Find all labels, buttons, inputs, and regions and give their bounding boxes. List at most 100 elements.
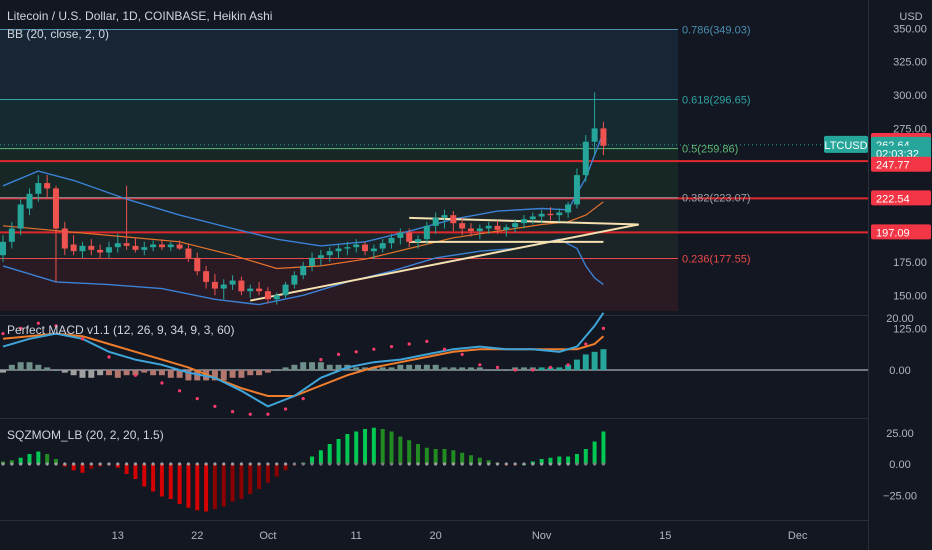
sqz-dot-68 bbox=[601, 462, 606, 466]
time-tick-2: Oct bbox=[259, 530, 276, 542]
candle-body-64 bbox=[565, 204, 572, 213]
candle-body-63 bbox=[556, 212, 563, 216]
candle-body-17 bbox=[150, 244, 157, 248]
macd-bar-61 bbox=[538, 367, 545, 370]
sqz-dot-15 bbox=[133, 462, 138, 466]
macd-bar-3 bbox=[26, 362, 33, 370]
macd-legend[interactable]: Perfect MACD v1.1 (12, 26, 9, 34, 9, 3, … bbox=[7, 323, 234, 337]
macd-bar-64 bbox=[565, 364, 572, 370]
candle-body-50 bbox=[441, 215, 448, 218]
fib-levels[interactable]: 0.786(349.03) 0.618(296.65) 0.5(259.86) 0.3… bbox=[0, 25, 751, 266]
macd-bar-11 bbox=[97, 370, 104, 376]
macd-dot-23 bbox=[442, 347, 447, 351]
macd-dot-2 bbox=[36, 321, 40, 325]
sqz-bar-42 bbox=[371, 427, 376, 464]
macd-dot-26 bbox=[495, 365, 500, 369]
sqz-bar-66 bbox=[583, 449, 588, 464]
sqz-bar-37 bbox=[327, 444, 332, 464]
macd-dot-21 bbox=[407, 342, 411, 346]
macd-bar-47 bbox=[415, 364, 422, 370]
candle-body-21 bbox=[185, 248, 192, 258]
macd-bar-7 bbox=[61, 370, 68, 373]
candle-body-13 bbox=[114, 243, 121, 248]
price-axis[interactable]: 375.00 350.00 325.00 300.00 275.00 175.00 150.… bbox=[883, 0, 927, 502]
time-tick-3: 11 bbox=[350, 530, 361, 542]
main-legend[interactable]: Litecoin / U.S. Dollar, 1D, COINBASE, He… bbox=[7, 9, 272, 23]
sqz-bar-54 bbox=[477, 457, 482, 464]
sqzmom-legend[interactable]: SQZMOM_LB (20, 2, 20, 1.5) bbox=[7, 428, 164, 442]
macd-bar-55 bbox=[485, 370, 492, 371]
currency-label[interactable]: USD bbox=[899, 11, 922, 23]
candle-body-29 bbox=[256, 288, 263, 292]
macd-bar-0 bbox=[0, 370, 6, 373]
candle-body-11 bbox=[97, 249, 104, 253]
horizontal-lines[interactable] bbox=[0, 144, 868, 234]
sqz-bar-41 bbox=[363, 429, 368, 464]
sqz-bar-32 bbox=[283, 464, 288, 471]
sqz-bar-49 bbox=[433, 449, 438, 464]
sqz-dot-0 bbox=[1, 462, 5, 466]
macd-bar-5 bbox=[44, 367, 51, 370]
sqz-bar-44 bbox=[389, 431, 394, 464]
price-tick-2: 325.00 bbox=[893, 57, 927, 69]
candle-body-30 bbox=[264, 291, 271, 300]
macd-bar-44 bbox=[388, 367, 395, 370]
candle-body-0 bbox=[0, 241, 6, 256]
sqz-dot-65 bbox=[575, 462, 579, 466]
candle-body-18 bbox=[158, 244, 165, 248]
fib-label-3: 0.382(223.07) bbox=[682, 193, 751, 205]
candle-body-3 bbox=[26, 193, 33, 209]
bb-upper bbox=[2, 132, 605, 247]
candle-body-32 bbox=[282, 284, 289, 296]
price-tick-7: 125.00 bbox=[893, 324, 927, 336]
candles bbox=[0, 92, 607, 305]
sqz-dot-39 bbox=[345, 462, 349, 466]
sqz-dot-20 bbox=[178, 462, 182, 466]
macd-dot-19 bbox=[372, 347, 376, 351]
sqz-dot-27 bbox=[239, 462, 244, 466]
macd-dot-30 bbox=[566, 363, 570, 367]
sqz-bar-38 bbox=[336, 439, 341, 464]
time-axis[interactable]: 13 22 Oct 11 20 Nov 15 Dec bbox=[112, 530, 808, 542]
macd-bar-59 bbox=[520, 367, 527, 370]
triangle-lower-trendline[interactable] bbox=[250, 223, 639, 302]
sqz-dot-30 bbox=[266, 462, 270, 466]
candle-body-14 bbox=[123, 243, 130, 246]
sqz-dot-26 bbox=[230, 462, 235, 466]
macd-bar-18 bbox=[158, 370, 165, 376]
sqz-bar-3 bbox=[27, 454, 32, 464]
macd-dot-0 bbox=[1, 332, 5, 336]
macd-bar-31 bbox=[273, 370, 280, 371]
macd-dot-31 bbox=[584, 342, 588, 346]
macd-bar-2 bbox=[17, 362, 24, 370]
sqz-dot-58 bbox=[513, 462, 517, 466]
macd-bar-9 bbox=[79, 370, 86, 378]
candle-body-66 bbox=[582, 141, 589, 176]
sqz-bar-29 bbox=[257, 464, 262, 489]
sqz-dot-52 bbox=[460, 462, 464, 466]
sqz-bar-40 bbox=[354, 431, 359, 464]
price-tag-5 bbox=[871, 224, 931, 240]
sqz-dot-7 bbox=[63, 462, 67, 466]
sqz-bar-17 bbox=[151, 464, 156, 492]
sqz-bar-2 bbox=[18, 457, 23, 464]
price-tag-label-3: 247.77 bbox=[876, 160, 910, 172]
sqz-bar-47 bbox=[416, 444, 421, 464]
sqz-dot-28 bbox=[248, 462, 252, 466]
candle-body-60 bbox=[529, 216, 536, 220]
time-tick-5: Nov bbox=[532, 530, 552, 542]
sqz-bar-22 bbox=[195, 464, 200, 511]
sqz-dot-43 bbox=[381, 462, 385, 466]
price-tick-4: 275.00 bbox=[893, 123, 927, 135]
candle-body-10 bbox=[88, 245, 95, 250]
bb-legend[interactable]: BB (20, close, 2, 0) bbox=[7, 27, 109, 41]
candle-body-61 bbox=[538, 213, 545, 217]
sqz-bar-4 bbox=[36, 451, 41, 464]
sqz-bar-46 bbox=[407, 440, 412, 464]
sqz-dot-22 bbox=[195, 462, 199, 466]
candle-body-39 bbox=[344, 247, 351, 249]
candle-body-20 bbox=[176, 244, 183, 249]
candle-body-9 bbox=[79, 245, 86, 252]
sqz-bar-18 bbox=[159, 464, 164, 497]
